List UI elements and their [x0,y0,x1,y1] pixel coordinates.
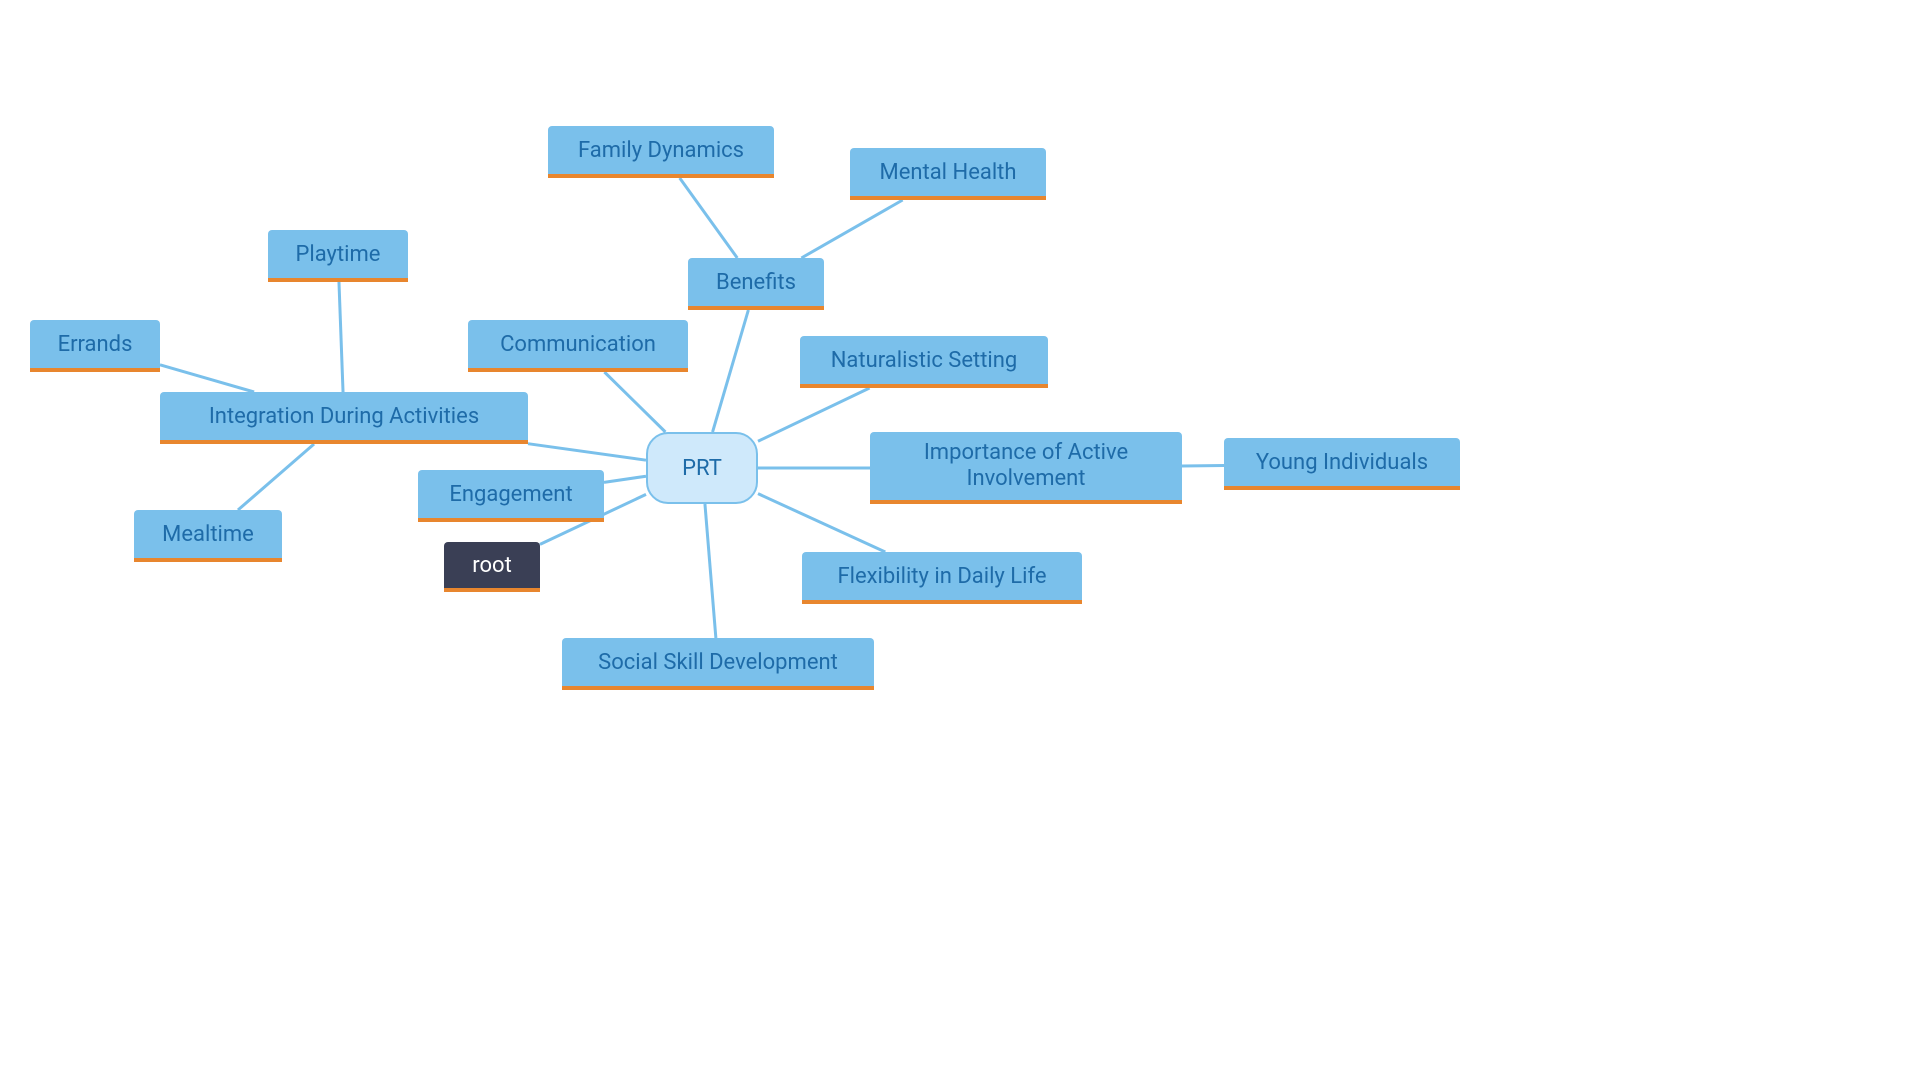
node-errands: Errands [30,320,160,372]
edge [1182,465,1224,466]
node-center: PRT [646,432,758,504]
edge [604,372,665,432]
edge [713,310,749,432]
node-communication: Communication [468,320,688,372]
edge [238,444,314,510]
edge [604,476,646,482]
node-playtime: Playtime [268,230,408,282]
node-integration: Integration During Activities [160,392,528,444]
node-social_skill: Social Skill Development [562,638,874,690]
node-root: root [444,542,540,592]
edge [528,444,646,460]
node-family_dynamics: Family Dynamics [548,126,774,178]
edge [160,365,254,392]
edge [339,282,343,392]
node-young: Young Individuals [1224,438,1460,490]
node-flexibility: Flexibility in Daily Life [802,552,1082,604]
node-mental_health: Mental Health [850,148,1046,200]
node-active_involvement: Importance of Active Involvement [870,432,1182,504]
edge [705,504,716,638]
node-engagement: Engagement [418,470,604,522]
edge [758,388,870,441]
edge [758,494,885,552]
edge [680,178,738,258]
edge [801,200,902,258]
node-mealtime: Mealtime [134,510,282,562]
node-naturalistic: Naturalistic Setting [800,336,1048,388]
node-benefits: Benefits [688,258,824,310]
